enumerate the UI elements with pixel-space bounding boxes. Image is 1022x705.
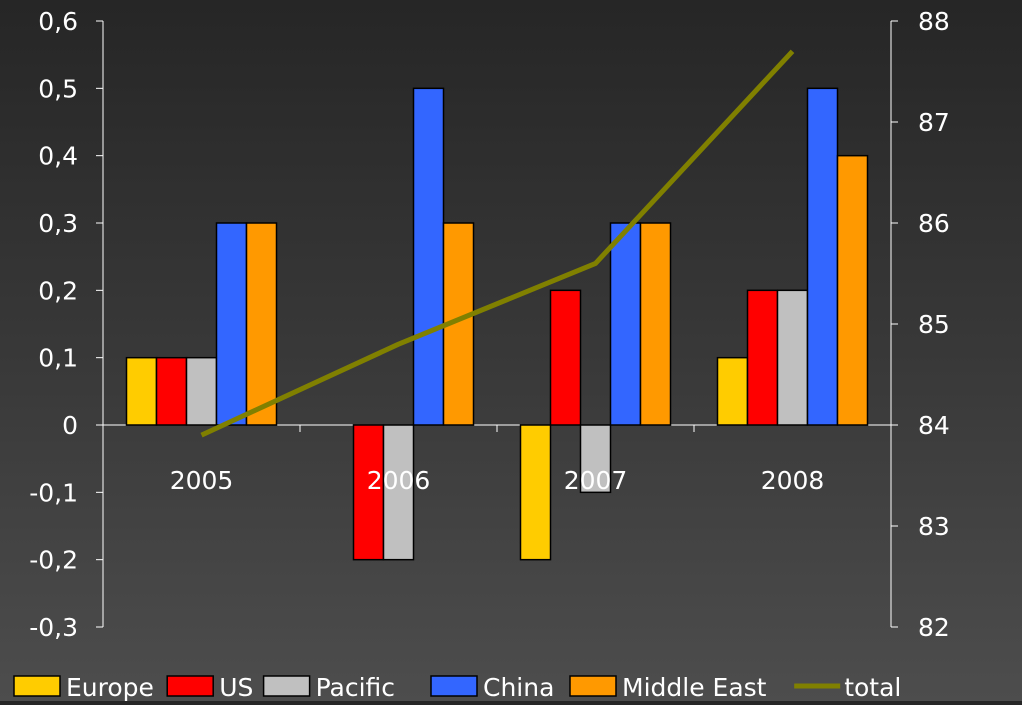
right-tick-label: 82 [918,613,950,642]
left-tick-label: 0,2 [38,276,78,305]
bar-middle-east [639,222,672,426]
legend-label: Pacific [316,673,395,701]
left-tick-label: -0,3 [29,613,78,642]
left-tick-label: 0,5 [38,74,78,103]
bar-pacific [776,289,809,426]
category-label: 2008 [761,466,825,495]
bar-china [412,87,445,426]
right-tick-label: 84 [918,411,950,440]
bar-us [352,424,385,561]
left-tick-label: -0,2 [29,546,78,575]
legend-swatch [262,675,311,697]
bar-china [609,222,642,426]
left-tick-label: 0,3 [38,209,78,238]
right-tick-label: 88 [918,7,950,36]
legend-label: China [483,673,554,701]
bar-pacific [382,424,415,561]
legend-swatch [166,675,214,697]
legend-label: Europe [66,673,154,701]
right-tick-label: 85 [918,310,950,339]
left-tick-label: 0,1 [38,344,78,373]
bar-china [215,222,248,426]
bar-europe [125,356,158,426]
bar-us [155,356,188,426]
legend-label: total [844,673,901,701]
left-tick-label: -0,1 [29,478,78,507]
legend-label: US [219,673,253,701]
left-tick-label: 0,6 [38,7,78,36]
bar-europe [716,356,749,426]
bar-us [746,289,779,426]
legend-swatch [13,675,61,697]
legend-swatch [569,675,617,697]
legend-label: Middle East [622,673,767,701]
left-tick-label: 0 [62,411,78,440]
bar-pacific [579,424,612,494]
bar-middle-east [245,222,278,426]
category-label: 2006 [367,466,431,495]
bar-pacific [185,356,218,426]
right-tick-label: 83 [918,512,950,541]
bar-china [806,87,839,426]
bar-europe [519,424,552,561]
right-tick-label: 87 [918,108,950,137]
right-tick-label: 86 [918,209,950,238]
category-label: 2007 [564,466,628,495]
bar-us [549,289,582,426]
line-total [200,49,795,438]
category-label: 2005 [170,466,234,495]
bar-middle-east [836,154,869,426]
legend-swatch [430,675,478,697]
left-tick-label: 0,4 [38,142,78,171]
bar-middle-east [442,222,475,426]
